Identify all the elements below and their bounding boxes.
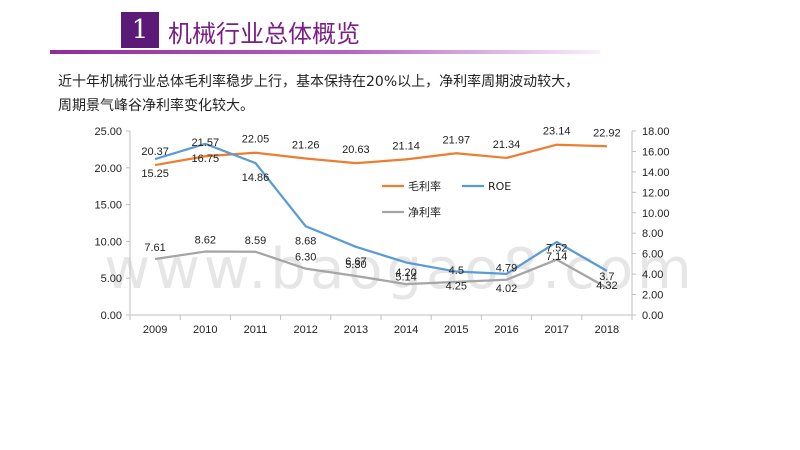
y-right-tick-label: 18.00	[642, 126, 670, 138]
data-label-roe: 4.02	[496, 283, 517, 295]
data-label-gross-margin: 21.57	[192, 137, 220, 149]
data-label-roe: 4.25	[446, 281, 467, 293]
data-label-net-margin: 5.30	[345, 259, 366, 271]
y-left-tick-label: 10.00	[94, 236, 122, 248]
x-tick-label: 2015	[444, 324, 468, 336]
data-label-gross-margin: 21.97	[443, 134, 471, 146]
y-left-tick-label: 5.00	[101, 273, 122, 285]
data-label-net-margin: 7.52	[546, 243, 567, 255]
data-label-roe: 7.14	[546, 251, 567, 263]
y-right-tick-label: 16.00	[642, 146, 670, 158]
y-right-tick-label: 10.00	[642, 208, 670, 220]
series-line-roe	[154, 142, 608, 276]
legend-label: 毛利率	[408, 179, 441, 193]
y-left-tick-label: 15.00	[94, 200, 122, 212]
x-tick-label: 2011	[244, 324, 268, 336]
y-right-tick-label: 12.00	[642, 187, 670, 199]
y-right-tick-label: 2.00	[642, 290, 663, 302]
slide-number-badge: 1	[121, 12, 159, 48]
x-tick-label: 2017	[544, 324, 568, 336]
data-label-gross-margin: 20.63	[342, 144, 370, 156]
x-tick-label: 2013	[344, 324, 368, 336]
legend-label: ROE	[488, 180, 511, 193]
x-tick-label: 2010	[193, 324, 217, 336]
data-label-gross-margin: 21.34	[493, 139, 521, 151]
y-left-tick-label: 20.00	[94, 163, 122, 175]
series-line-net-margin	[154, 250, 608, 289]
y-right-tick-label: 4.00	[642, 269, 663, 281]
x-tick-label: 2016	[494, 324, 518, 336]
data-label-roe: 16.75	[192, 153, 220, 165]
data-label-roe: 14.86	[242, 172, 270, 184]
data-label-gross-margin: 22.05	[242, 134, 270, 146]
data-label-roe: 15.25	[141, 168, 169, 180]
y-right-tick-label: 14.00	[642, 167, 670, 179]
data-label-gross-margin: 21.26	[292, 140, 320, 152]
y-left-tick-label: 0.00	[101, 310, 122, 322]
data-label-net-margin: 8.59	[245, 235, 266, 247]
y-left-tick-label: 25.00	[94, 126, 122, 138]
data-label-net-margin: 4.79	[496, 263, 517, 275]
data-label-net-margin: 8.62	[195, 235, 216, 247]
y-right-tick-label: 0.00	[642, 310, 663, 322]
data-label-net-margin: 6.30	[295, 252, 316, 264]
legend-label: 净利率	[408, 205, 441, 219]
data-label-roe: 5.14	[395, 271, 416, 283]
data-label-net-margin: 4.20	[395, 267, 416, 279]
intro-line-1: 近十年机械行业总体毛利率稳步上行，基本保持在20%以上，净利率周期波动较大，	[58, 74, 580, 90]
y-right-tick-label: 6.00	[642, 249, 663, 261]
data-label-net-margin: 3.7	[599, 271, 614, 283]
data-label-gross-margin: 23.14	[543, 126, 571, 138]
x-tick-label: 2018	[595, 324, 619, 336]
data-label-gross-margin: 21.14	[392, 140, 420, 152]
intro-text: 近十年机械行业总体毛利率稳步上行，基本保持在20%以上，净利率周期波动较大， 周…	[58, 70, 778, 118]
series-line-gross-margin	[154, 143, 607, 167]
data-label-gross-margin: 22.92	[593, 127, 621, 139]
watermark-text: www.baogao8.com	[104, 237, 695, 302]
x-tick-label: 2009	[143, 324, 167, 336]
title-underline	[50, 50, 600, 54]
x-tick-label: 2012	[293, 324, 317, 336]
data-label-gross-margin: 20.37	[141, 146, 169, 158]
slide-title: 机械行业总体概览	[168, 20, 360, 48]
data-label-net-margin: 7.61	[144, 242, 165, 254]
data-label-roe: 4.32	[596, 280, 617, 292]
y-right-tick-label: 8.00	[642, 228, 663, 240]
data-label-net-margin: 4.5	[449, 265, 464, 277]
data-label-roe: 8.68	[295, 235, 316, 247]
intro-line-2: 周期景气峰谷净利率变化较大。	[58, 98, 254, 114]
x-tick-label: 2014	[394, 324, 418, 336]
data-label-roe: 6.67	[345, 256, 366, 268]
